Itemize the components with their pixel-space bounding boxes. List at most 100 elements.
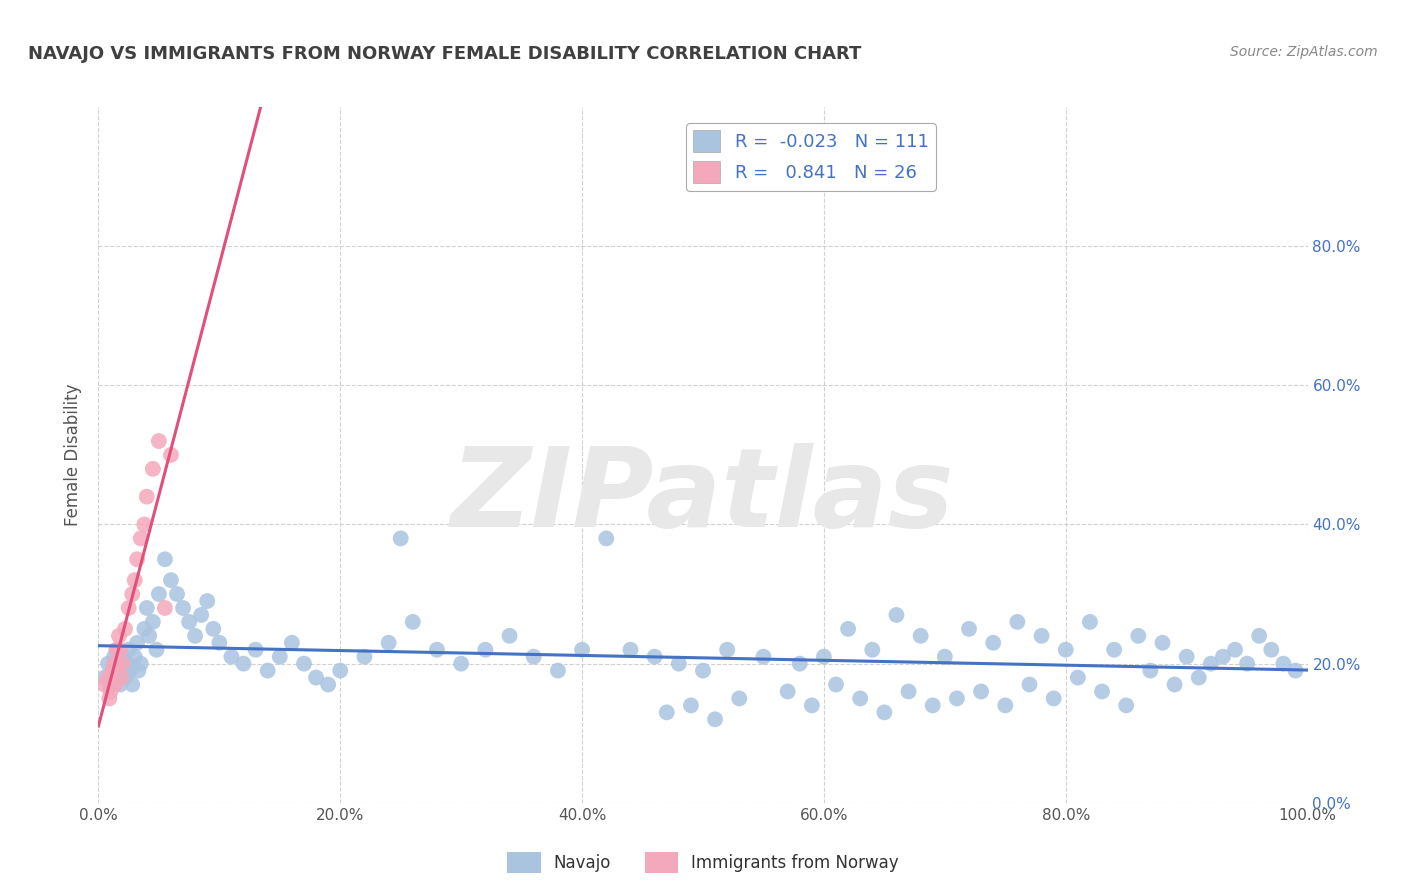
Point bbox=[1115, 698, 1137, 713]
Point bbox=[103, 657, 125, 671]
Point bbox=[595, 532, 617, 546]
Point bbox=[1018, 677, 1040, 691]
Point bbox=[776, 684, 799, 698]
Point bbox=[111, 657, 134, 671]
Point bbox=[897, 684, 920, 698]
Point bbox=[108, 671, 131, 685]
Point bbox=[118, 664, 141, 678]
Point bbox=[148, 434, 170, 448]
Point bbox=[124, 649, 146, 664]
Point bbox=[910, 629, 932, 643]
Y-axis label: Female Disability: Female Disability bbox=[65, 384, 83, 526]
Point bbox=[127, 636, 149, 650]
Point bbox=[728, 691, 751, 706]
Point bbox=[860, 642, 883, 657]
Point bbox=[994, 698, 1017, 713]
Point bbox=[97, 671, 120, 685]
Text: NAVAJO VS IMMIGRANTS FROM NORWAY FEMALE DISABILITY CORRELATION CHART: NAVAJO VS IMMIGRANTS FROM NORWAY FEMALE … bbox=[28, 45, 862, 62]
Point bbox=[1078, 615, 1101, 629]
Point bbox=[93, 671, 115, 685]
Point bbox=[281, 636, 304, 650]
Point bbox=[127, 552, 149, 566]
Point bbox=[111, 649, 134, 664]
Point bbox=[316, 677, 339, 691]
Text: Source: ZipAtlas.com: Source: ZipAtlas.com bbox=[1230, 45, 1378, 59]
Point bbox=[704, 712, 727, 726]
Point bbox=[1152, 636, 1174, 650]
Point bbox=[208, 636, 231, 650]
Point bbox=[1260, 642, 1282, 657]
Point bbox=[619, 642, 641, 657]
Point bbox=[127, 664, 149, 678]
Point bbox=[256, 664, 278, 678]
Point bbox=[100, 677, 122, 691]
Point bbox=[166, 587, 188, 601]
Point bbox=[1067, 671, 1090, 685]
Point bbox=[1199, 657, 1222, 671]
Point bbox=[221, 649, 243, 664]
Point bbox=[1272, 657, 1295, 671]
Point bbox=[101, 664, 124, 678]
Point bbox=[160, 448, 183, 462]
Point bbox=[547, 664, 569, 678]
Point bbox=[474, 642, 496, 657]
Point bbox=[1249, 629, 1271, 643]
Point bbox=[142, 462, 165, 476]
Point bbox=[103, 649, 125, 664]
Point bbox=[195, 594, 218, 608]
Point bbox=[160, 573, 183, 587]
Point bbox=[129, 532, 152, 546]
Point bbox=[121, 677, 143, 691]
Point bbox=[668, 657, 690, 671]
Point bbox=[1163, 677, 1185, 691]
Point bbox=[145, 642, 167, 657]
Point bbox=[107, 657, 129, 671]
Point bbox=[1091, 684, 1114, 698]
Point bbox=[105, 642, 128, 657]
Point bbox=[232, 657, 254, 671]
Point bbox=[110, 664, 132, 678]
Point bbox=[148, 587, 170, 601]
Point bbox=[97, 657, 120, 671]
Point bbox=[789, 657, 811, 671]
Point bbox=[1042, 691, 1064, 706]
Point bbox=[655, 706, 678, 720]
Legend: Navajo, Immigrants from Norway: Navajo, Immigrants from Norway bbox=[501, 846, 905, 880]
Point bbox=[1212, 649, 1234, 664]
Point bbox=[142, 615, 165, 629]
Point bbox=[1128, 629, 1150, 643]
Point bbox=[190, 607, 212, 622]
Point bbox=[957, 622, 980, 636]
Point bbox=[118, 601, 141, 615]
Point bbox=[1223, 642, 1246, 657]
Point bbox=[135, 490, 157, 504]
Point bbox=[523, 649, 546, 664]
Point bbox=[100, 684, 122, 698]
Point bbox=[1175, 649, 1198, 664]
Point bbox=[117, 657, 139, 671]
Point bbox=[118, 642, 141, 657]
Point bbox=[101, 664, 124, 678]
Text: ZIPatlas: ZIPatlas bbox=[451, 443, 955, 550]
Point bbox=[138, 629, 160, 643]
Point bbox=[402, 615, 425, 629]
Point bbox=[1139, 664, 1161, 678]
Point bbox=[970, 684, 993, 698]
Point bbox=[644, 649, 666, 664]
Point bbox=[269, 649, 291, 664]
Point bbox=[108, 677, 131, 691]
Point bbox=[245, 642, 267, 657]
Point bbox=[1284, 664, 1306, 678]
Point bbox=[108, 629, 131, 643]
Point bbox=[202, 622, 225, 636]
Point bbox=[946, 691, 969, 706]
Point bbox=[329, 664, 352, 678]
Point bbox=[121, 587, 143, 601]
Point bbox=[389, 532, 412, 546]
Point bbox=[377, 636, 399, 650]
Point bbox=[1007, 615, 1029, 629]
Point bbox=[108, 642, 131, 657]
Point bbox=[679, 698, 702, 713]
Point bbox=[571, 642, 593, 657]
Point bbox=[114, 622, 136, 636]
